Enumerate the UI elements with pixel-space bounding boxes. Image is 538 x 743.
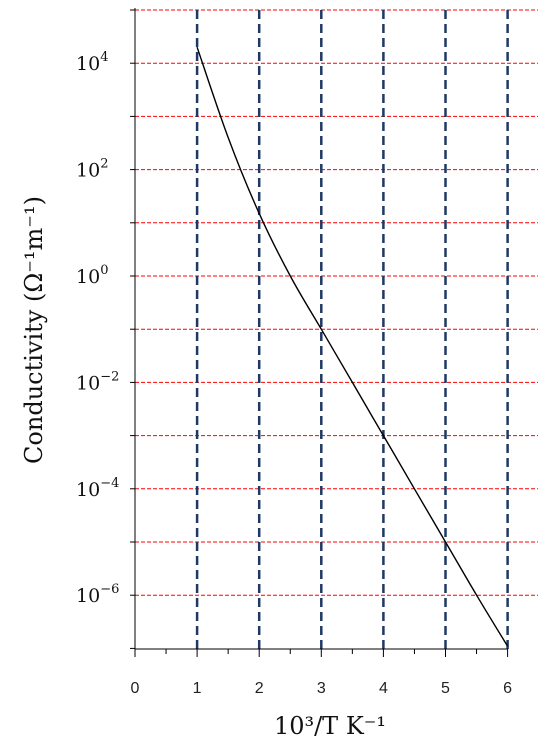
y-tick-label: 10−4 bbox=[76, 476, 119, 501]
x-tick-labels: 0 1 2 3 4 5 6 bbox=[131, 680, 513, 697]
x-tick-label: 2 bbox=[255, 680, 264, 697]
x-tick-label: 6 bbox=[503, 680, 512, 697]
series-line bbox=[196, 46, 509, 647]
x-tick-label: 0 bbox=[131, 680, 140, 697]
x-tick-label: 4 bbox=[379, 680, 388, 697]
y-axis-title: Conductivity (Ω⁻¹m⁻¹) bbox=[20, 196, 48, 464]
x-tick-label: 3 bbox=[317, 680, 326, 697]
y-tick-label: 10−6 bbox=[76, 582, 119, 607]
y-tick-label: 10−2 bbox=[76, 369, 119, 394]
horizontal-gridlines bbox=[135, 9, 538, 596]
x-tick-label: 5 bbox=[441, 680, 450, 697]
y-tick-label: 100 bbox=[76, 263, 108, 288]
x-axis-title: 10³/T K⁻¹ bbox=[274, 712, 386, 740]
x-tick-label: 1 bbox=[193, 680, 202, 697]
y-tick-labels: 104 102 100 10−2 10−4 10−6 bbox=[76, 50, 119, 607]
y-tick-label: 104 bbox=[76, 50, 108, 75]
axis-ticks bbox=[130, 9, 509, 657]
y-tick-label: 102 bbox=[76, 157, 108, 182]
